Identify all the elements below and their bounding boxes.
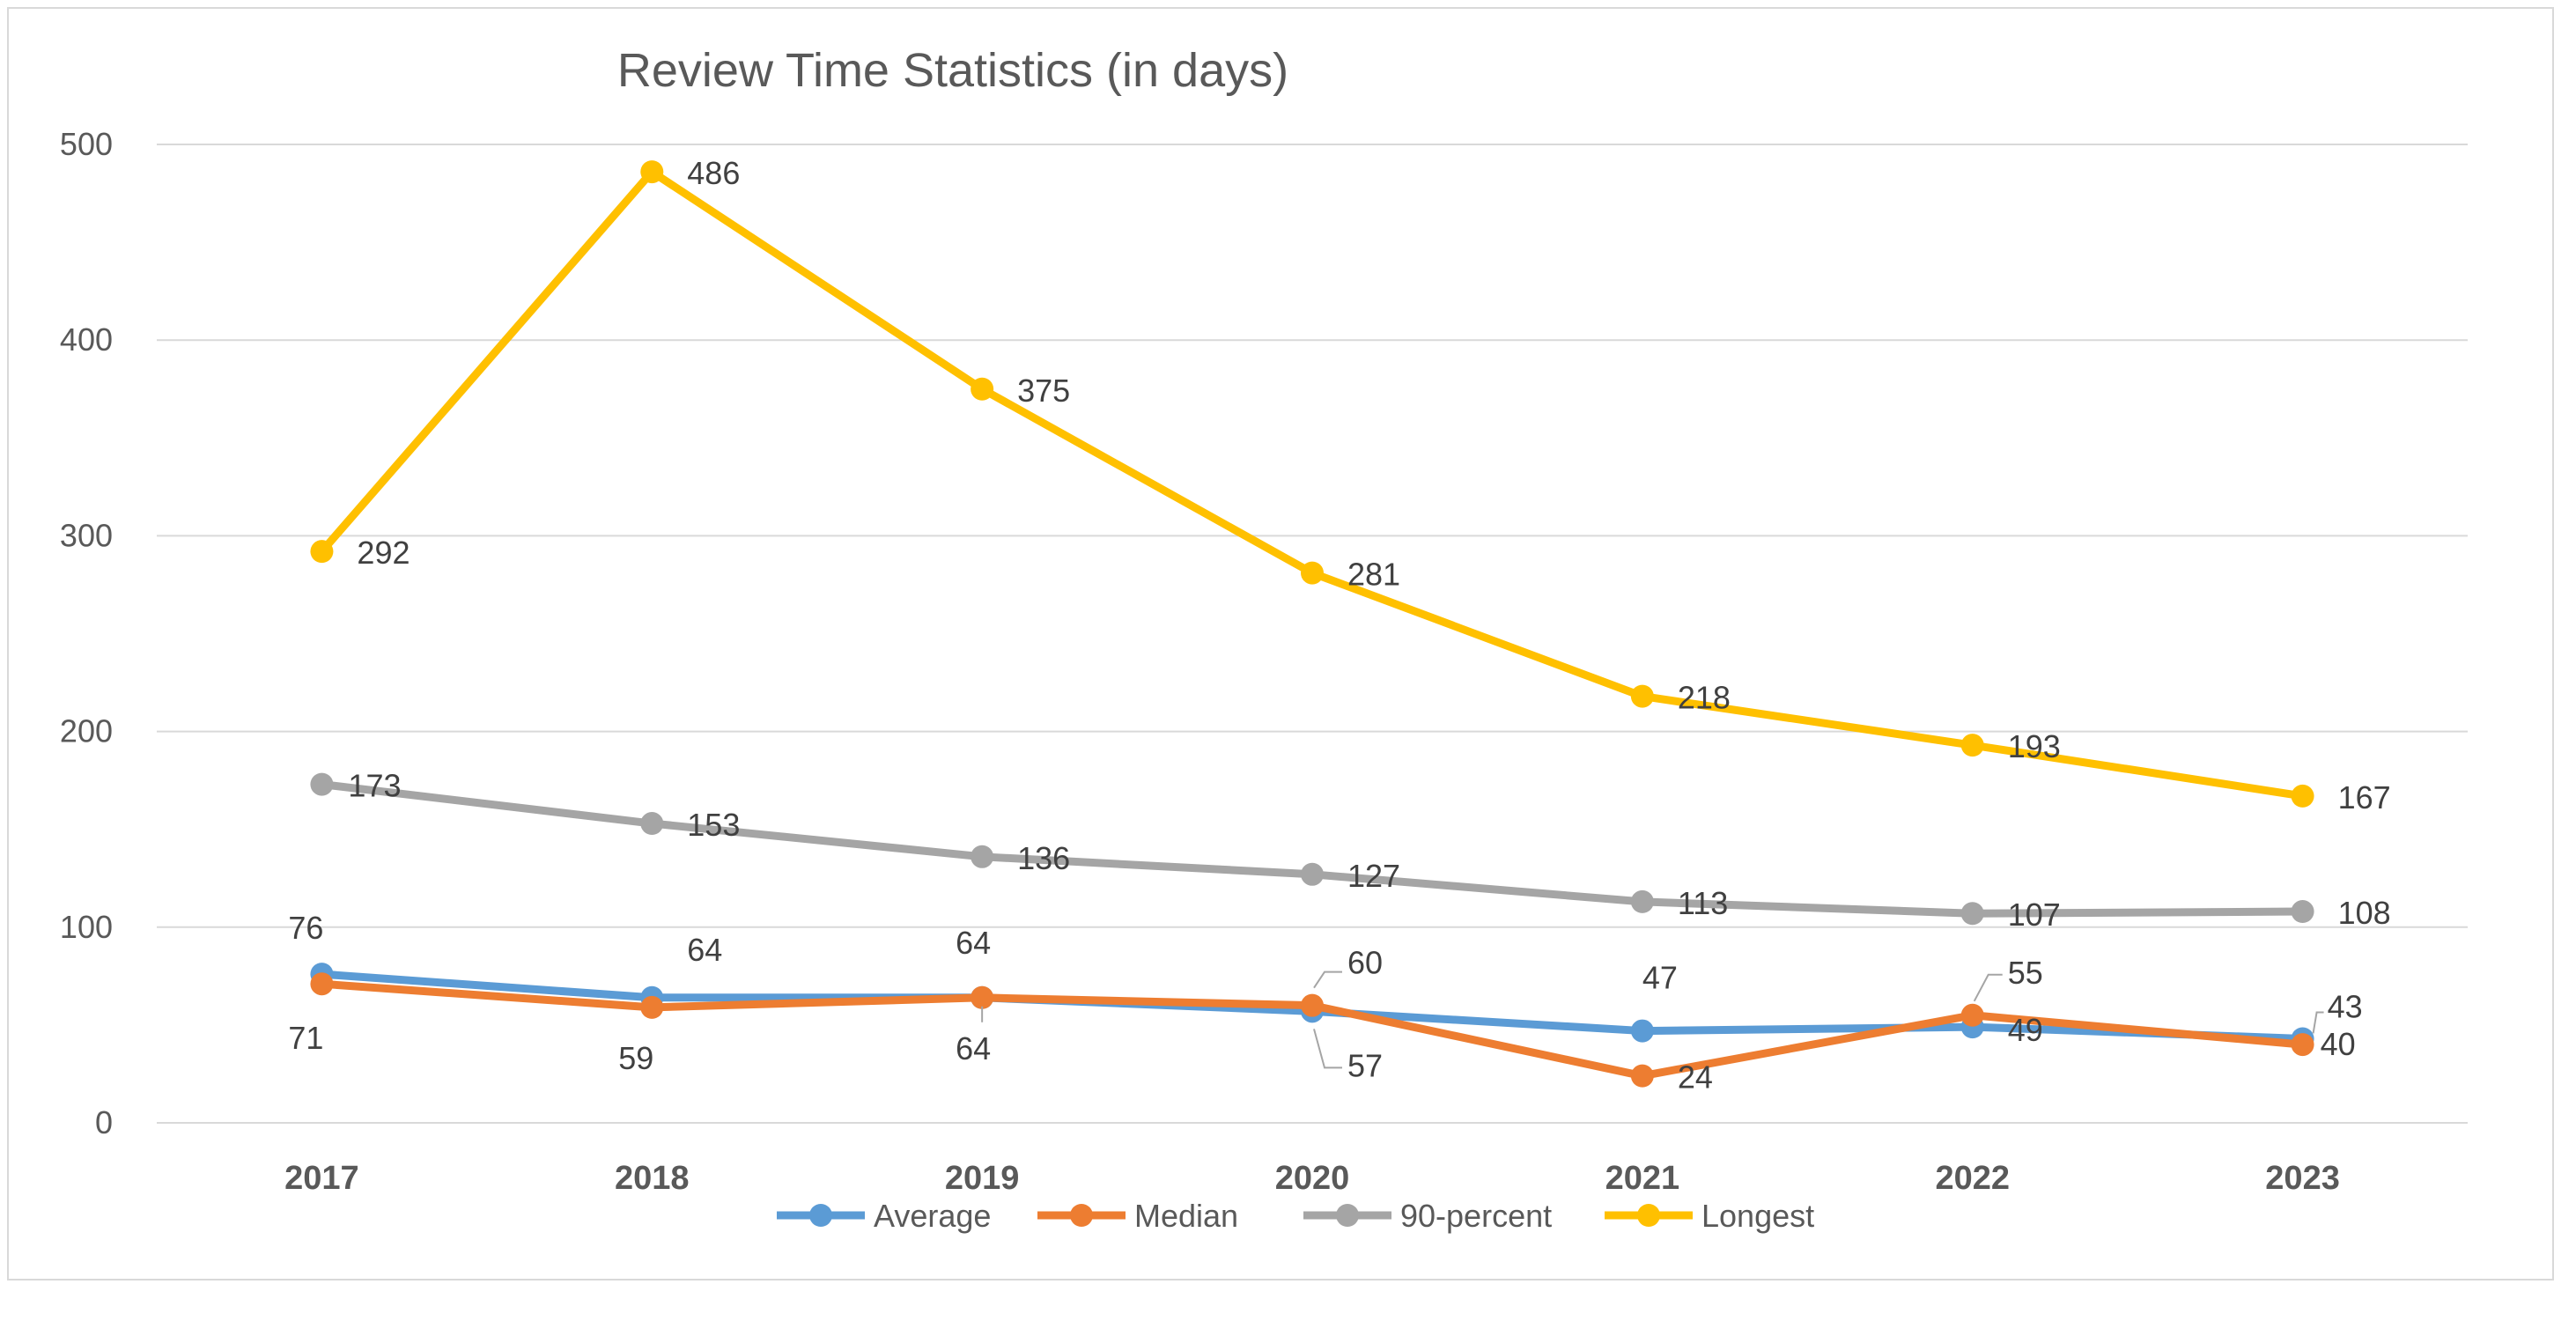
y-tick-label: 0 <box>95 1104 113 1140</box>
label-leader-line <box>2312 1011 2324 1034</box>
series-line-90-percent <box>317 780 2307 918</box>
legend-item-average: Average <box>777 1198 991 1234</box>
data-label-average: 64 <box>956 925 991 961</box>
label-leader-line <box>1973 973 2003 1002</box>
data-label-average: 49 <box>2008 1012 2043 1048</box>
data-label-longest: 193 <box>2008 728 2061 764</box>
data-label-longest: 292 <box>357 535 410 571</box>
data-label-average: 76 <box>288 910 323 946</box>
legend-item-longest: Longest <box>1605 1198 1814 1234</box>
data-label-longest: 375 <box>1017 373 1070 409</box>
data-label-median: 24 <box>1678 1059 1713 1096</box>
y-tick-label: 400 <box>60 321 113 358</box>
data-point-median <box>2291 1033 2314 1057</box>
data-point-90-percent <box>2291 900 2314 924</box>
data-label-average: 64 <box>687 932 722 968</box>
legend-marker-longest <box>1637 1204 1660 1227</box>
y-axis: 0 100 200 300 400 500 <box>60 126 113 1140</box>
y-tick-label: 100 <box>60 909 113 945</box>
data-point-longest <box>971 377 994 401</box>
data-point-average <box>1630 1019 1654 1043</box>
legend-item-median: Median <box>1037 1198 1238 1234</box>
data-label-average: 43 <box>2328 988 2363 1024</box>
x-tick-label: 2022 <box>1935 1160 2010 1197</box>
data-label-longest: 167 <box>2338 779 2391 815</box>
data-label-90-percent: 136 <box>1017 840 1070 876</box>
gridlines <box>157 144 2468 1124</box>
line-chart: Review Time Statistics (in days) 0 100 200… <box>60 44 2468 1234</box>
data-label-longest: 486 <box>687 155 740 191</box>
data-label-longest: 281 <box>1347 557 1400 593</box>
data-label-90-percent: 107 <box>2008 897 2061 933</box>
x-axis: 2017 2018 2019 2020 2021 2022 2023 <box>284 1160 2340 1197</box>
data-point-median <box>1960 1003 1984 1027</box>
data-point-median <box>640 995 664 1019</box>
label-leader-line <box>1313 970 1342 989</box>
data-label-median: 40 <box>2321 1026 2356 1062</box>
legend-label-average: Average <box>874 1198 991 1234</box>
data-point-90-percent <box>971 845 994 868</box>
legend-marker-90-percent <box>1336 1204 1359 1227</box>
data-label-90-percent: 108 <box>2338 895 2391 931</box>
chart-frame: Review Time Statistics (in days) 0 100 200… <box>7 7 2554 1280</box>
data-label-longest: 218 <box>1678 680 1731 716</box>
legend-label-90-percent: 90-percent <box>1400 1198 1552 1234</box>
series-line-longest <box>317 167 2307 801</box>
data-point-90-percent <box>1630 889 1654 913</box>
data-label-90-percent: 173 <box>348 768 401 804</box>
data-label-median: 64 <box>956 1030 991 1066</box>
data-point-longest <box>1960 734 1984 757</box>
data-point-longest <box>2291 784 2314 808</box>
data-label-median: 71 <box>288 1020 323 1056</box>
legend-marker-median <box>1070 1204 1093 1227</box>
x-tick-label: 2021 <box>1605 1160 1680 1197</box>
x-tick-label: 2019 <box>945 1160 1020 1197</box>
data-label-average: 47 <box>1642 960 1678 996</box>
data-label-median: 60 <box>1347 945 1383 981</box>
data-label-90-percent: 127 <box>1347 858 1400 894</box>
legend-item-90-percent: 90-percent <box>1303 1198 1552 1234</box>
data-point-90-percent <box>310 772 334 796</box>
data-point-longest <box>1301 561 1324 585</box>
data-point-90-percent <box>640 812 664 836</box>
x-tick-label: 2017 <box>284 1160 359 1197</box>
x-tick-label: 2023 <box>2265 1160 2340 1197</box>
legend-label-longest: Longest <box>1701 1198 1814 1234</box>
y-tick-label: 500 <box>60 126 113 162</box>
data-label-average: 57 <box>1347 1047 1383 1083</box>
chart-title: Review Time Statistics (in days) <box>617 44 1288 97</box>
data-point-median <box>310 972 334 996</box>
data-point-median <box>971 985 994 1009</box>
y-tick-label: 300 <box>60 517 113 553</box>
legend-marker-average <box>809 1204 832 1227</box>
data-labels: 76 64 64 57 47 49 43 71 59 64 60 24 55 40 173 153 136 127… <box>288 155 2390 1096</box>
label-leader-line <box>1313 1029 1342 1069</box>
legend-label-median: Median <box>1134 1198 1238 1234</box>
data-label-90-percent: 113 <box>1678 885 1728 921</box>
data-label-median: 55 <box>2008 955 2043 991</box>
data-point-longest <box>640 160 664 184</box>
legend: Average Median 90-percent Longest <box>777 1198 1814 1234</box>
data-point-longest <box>1630 684 1654 708</box>
data-point-longest <box>310 540 334 564</box>
data-point-median <box>1630 1064 1654 1088</box>
y-tick-label: 200 <box>60 713 113 749</box>
data-point-median <box>1301 993 1324 1017</box>
data-label-median: 59 <box>618 1040 653 1076</box>
data-point-90-percent <box>1301 862 1324 886</box>
x-tick-label: 2018 <box>615 1160 690 1197</box>
series-layer <box>310 160 2314 1088</box>
data-label-90-percent: 153 <box>687 807 740 843</box>
data-point-90-percent <box>1960 902 1984 926</box>
x-tick-label: 2020 <box>1275 1160 1350 1197</box>
